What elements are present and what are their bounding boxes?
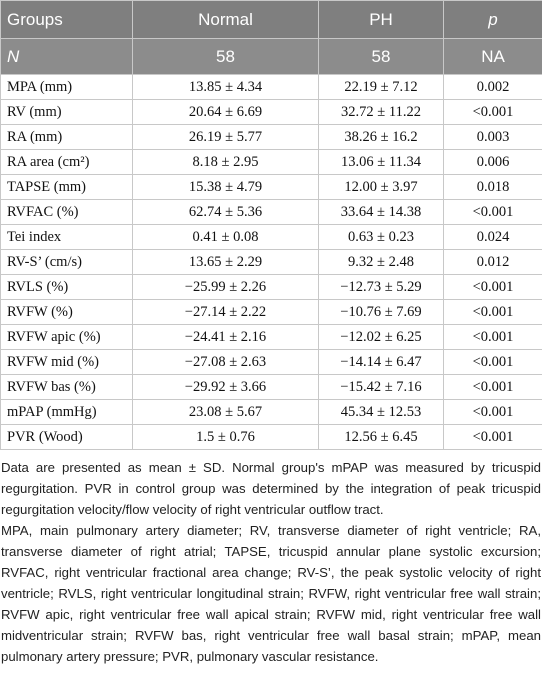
table-cell: 62.74 ± 5.36 xyxy=(132,199,319,225)
table-cell: RVLS (%) xyxy=(0,274,133,300)
table-cell: 32.72 ± 11.22 xyxy=(318,99,444,125)
subheader-cell: N xyxy=(0,38,133,75)
table-row: MPA (mm) 13.85 ± 4.34 22.19 ± 7.12 0.002 xyxy=(0,74,542,100)
table-cell: <0.001 xyxy=(443,199,542,225)
data-table: Groups Normal PH p N 58 58 NA MPA (mm) 13.85 ± … xyxy=(0,0,542,450)
footnote: Data are presented as mean ± SD. Normal … xyxy=(1,460,541,517)
table-row: Tei index 0.41 ± 0.08 0.63 ± 0.23 0.024 xyxy=(0,224,542,250)
table-cell: −29.92 ± 3.66 xyxy=(132,374,319,400)
table-cell: MPA (mm) xyxy=(0,74,133,100)
table-cell: RVFAC (%) xyxy=(0,199,133,225)
table-row: RVFAC (%) 62.74 ± 5.36 33.64 ± 14.38 <0.001 xyxy=(0,199,542,225)
table-cell: <0.001 xyxy=(443,374,542,400)
subheader-cell: NA xyxy=(443,38,542,75)
table-cell: <0.001 xyxy=(443,299,542,325)
table-row: RVFW apic (%) −24.41 ± 2.16 −12.02 ± 6.25 <… xyxy=(0,324,542,350)
table-cell: −27.14 ± 2.22 xyxy=(132,299,319,325)
table-cell: 0.006 xyxy=(443,149,542,175)
table-cell: RA (mm) xyxy=(0,124,133,150)
table-cell: RVFW mid (%) xyxy=(0,349,133,375)
table-cell: TAPSE (mm) xyxy=(0,174,133,200)
table-cell: RV-S’ (cm/s) xyxy=(0,249,133,275)
table-cell: Tei index xyxy=(0,224,133,250)
table-cell: 33.64 ± 14.38 xyxy=(318,199,444,225)
table-cell: 0.018 xyxy=(443,174,542,200)
table-cell: 13.65 ± 2.29 xyxy=(132,249,319,275)
table-row: mPAP (mmHg) 23.08 ± 5.67 45.34 ± 12.53 <0.0… xyxy=(0,399,542,425)
table-cell: −27.08 ± 2.63 xyxy=(132,349,319,375)
table-cell: 9.32 ± 2.48 xyxy=(318,249,444,275)
table-cell: RV (mm) xyxy=(0,99,133,125)
table-cell: RVFW apic (%) xyxy=(0,324,133,350)
table-cell: −10.76 ± 7.69 xyxy=(318,299,444,325)
table-cell: RA area (cm²) xyxy=(0,149,133,175)
table-cell: −24.41 ± 2.16 xyxy=(132,324,319,350)
table-row: RV (mm) 20.64 ± 6.69 32.72 ± 11.22 <0.001 xyxy=(0,99,542,125)
table-cell: 0.41 ± 0.08 xyxy=(132,224,319,250)
table-cell: 0.003 xyxy=(443,124,542,150)
header-cell: Normal xyxy=(132,0,319,39)
table-row: RVFW bas (%) −29.92 ± 3.66 −15.42 ± 7.16 <0… xyxy=(0,374,542,400)
table-cell: 15.38 ± 4.79 xyxy=(132,174,319,200)
table-cell: 13.85 ± 4.34 xyxy=(132,74,319,100)
table-cell: RVFW bas (%) xyxy=(0,374,133,400)
table-body: MPA (mm) 13.85 ± 4.34 22.19 ± 7.12 0.002 RV … xyxy=(0,74,542,450)
table-cell: <0.001 xyxy=(443,424,542,450)
table-cell: PVR (Wood) xyxy=(0,424,133,450)
header-row: Groups Normal PH p xyxy=(0,0,542,39)
table-cell: −12.73 ± 5.29 xyxy=(318,274,444,300)
header-cell: Groups xyxy=(0,0,133,39)
table-cell: 12.00 ± 3.97 xyxy=(318,174,444,200)
table-cell: 26.19 ± 5.77 xyxy=(132,124,319,150)
table-cell: <0.001 xyxy=(443,349,542,375)
table-row: TAPSE (mm) 15.38 ± 4.79 12.00 ± 3.97 0.018 xyxy=(0,174,542,200)
table-cell: 0.63 ± 0.23 xyxy=(318,224,444,250)
table-cell: 1.5 ± 0.76 xyxy=(132,424,319,450)
table-row: PVR (Wood) 1.5 ± 0.76 12.56 ± 6.45 <0.001 xyxy=(0,424,542,450)
table-cell: 8.18 ± 2.95 xyxy=(132,149,319,175)
header-cell: p xyxy=(443,0,542,39)
table-cell: 0.012 xyxy=(443,249,542,275)
table-cell: <0.001 xyxy=(443,324,542,350)
table-cell: 23.08 ± 5.67 xyxy=(132,399,319,425)
table-cell: 38.26 ± 16.2 xyxy=(318,124,444,150)
table-cell: −12.02 ± 6.25 xyxy=(318,324,444,350)
table-cell: <0.001 xyxy=(443,99,542,125)
table-cell: 0.024 xyxy=(443,224,542,250)
table-row: RA area (cm²) 8.18 ± 2.95 13.06 ± 11.34 0.0… xyxy=(0,149,542,175)
footnotes: Data are presented as mean ± SD. Normal … xyxy=(0,450,542,667)
table-cell: −14.14 ± 6.47 xyxy=(318,349,444,375)
header-cell: PH xyxy=(318,0,444,39)
table-row: RV-S’ (cm/s) 13.65 ± 2.29 9.32 ± 2.48 0.012 xyxy=(0,249,542,275)
footnote: MPA, main pulmonary artery diameter; RV,… xyxy=(1,523,541,664)
subheader-cell: 58 xyxy=(318,38,444,75)
table-cell: mPAP (mmHg) xyxy=(0,399,133,425)
subheader-row: N 58 58 NA xyxy=(0,38,542,75)
table-cell: 22.19 ± 7.12 xyxy=(318,74,444,100)
table-cell: 12.56 ± 6.45 xyxy=(318,424,444,450)
table-cell: <0.001 xyxy=(443,399,542,425)
table-cell: −25.99 ± 2.26 xyxy=(132,274,319,300)
table-row: RA (mm) 26.19 ± 5.77 38.26 ± 16.2 0.003 xyxy=(0,124,542,150)
table-cell: 0.002 xyxy=(443,74,542,100)
subheader-cell: 58 xyxy=(132,38,319,75)
table-row: RVFW (%) −27.14 ± 2.22 −10.76 ± 7.69 <0.001 xyxy=(0,299,542,325)
table-cell: −15.42 ± 7.16 xyxy=(318,374,444,400)
table-row: RVFW mid (%) −27.08 ± 2.63 −14.14 ± 6.47 <0… xyxy=(0,349,542,375)
table-cell: <0.001 xyxy=(443,274,542,300)
table-row: RVLS (%) −25.99 ± 2.26 −12.73 ± 5.29 <0.001 xyxy=(0,274,542,300)
table-cell: 13.06 ± 11.34 xyxy=(318,149,444,175)
table-cell: 45.34 ± 12.53 xyxy=(318,399,444,425)
table-cell: 20.64 ± 6.69 xyxy=(132,99,319,125)
table-cell: RVFW (%) xyxy=(0,299,133,325)
